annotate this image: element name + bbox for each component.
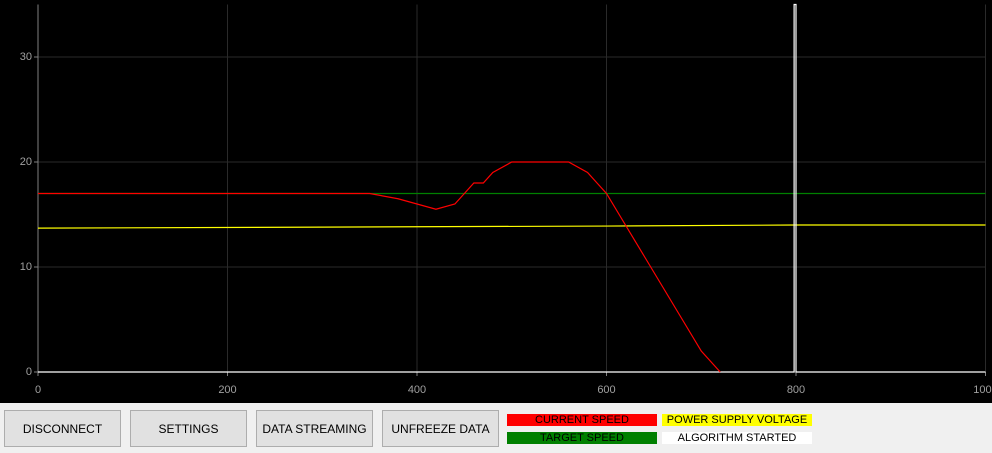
series-line <box>38 3 986 373</box>
y-tick-label: 20 <box>20 156 32 168</box>
legend-entry: TARGET SPEED <box>507 432 657 444</box>
button[interactable]: DATA STREAMING <box>256 410 373 447</box>
legend-entry: ALGORITHM STARTED <box>662 432 812 444</box>
legend-entry: POWER SUPPLY VOLTAGE <box>662 414 812 426</box>
series-line <box>37 224 986 229</box>
button[interactable]: DISCONNECT <box>4 410 121 447</box>
y-tick-label: 30 <box>20 51 32 63</box>
y-tick-label: 10 <box>20 261 32 273</box>
legend-entry: CURRENT SPEED <box>507 414 657 426</box>
x-tick-label: 400 <box>408 384 426 396</box>
button[interactable]: SETTINGS <box>130 410 247 447</box>
x-tick-label: 200 <box>218 384 236 396</box>
series-line <box>38 161 721 373</box>
button[interactable]: UNFREEZE DATA <box>382 410 499 447</box>
x-tick-label: 0 <box>35 384 41 396</box>
plot-background <box>0 0 992 403</box>
y-tick-label: 0 <box>26 366 32 378</box>
x-tick-label: 800 <box>787 384 805 396</box>
x-tick-label: 600 <box>597 384 615 396</box>
